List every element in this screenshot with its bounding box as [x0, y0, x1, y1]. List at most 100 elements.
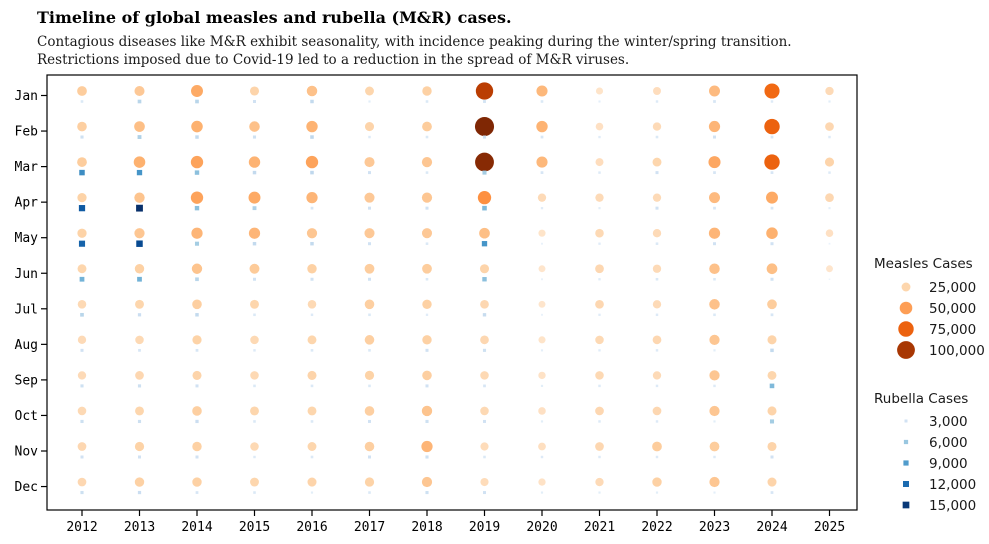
measles-marker-2015-Sep: [250, 371, 259, 380]
legend-measles-marker-100,000: [897, 341, 915, 359]
y-tick-label-Apr: Apr: [15, 196, 39, 211]
measles-marker-2020-Jul: [538, 300, 546, 308]
measles-marker-2023-May: [708, 227, 721, 239]
rubella-marker-2018-Jun: [425, 277, 429, 281]
measles-marker-2012-Jun: [77, 264, 87, 274]
measles-marker-2018-May: [421, 228, 433, 239]
rubella-marker-2024-Nov: [770, 455, 774, 459]
rubella-marker-2018-Nov: [425, 455, 429, 459]
rubella-marker-2022-Nov: [655, 455, 659, 459]
measles-marker-2013-May: [134, 228, 145, 239]
measles-marker-2013-Sep: [135, 371, 144, 380]
rubella-marker-2019-Aug: [482, 348, 487, 352]
measles-marker-2016-May: [306, 228, 318, 239]
legend-measles-label-100,000: 100,000: [929, 343, 985, 359]
measles-marker-2023-Sep: [709, 370, 720, 381]
measles-marker-2013-Jul: [135, 299, 144, 309]
rubella-marker-2014-Oct: [195, 419, 199, 424]
measles-marker-2018-Dec: [421, 476, 433, 488]
rubella-marker-2014-Jun: [195, 277, 199, 282]
rubella-marker-2020-Jul: [541, 313, 543, 316]
rubella-marker-2022-Jan: [655, 100, 659, 103]
measles-marker-2013-Jan: [134, 85, 145, 97]
rubella-marker-2018-Jan: [425, 100, 429, 103]
x-tick-label-2023: 2023: [699, 520, 730, 535]
measles-marker-2019-Jan: [475, 82, 494, 100]
measles-marker-2016-Dec: [307, 477, 317, 487]
legend-rubella-marker-15,000: [902, 501, 910, 509]
rubella-marker-2015-Jan: [253, 100, 256, 103]
rubella-marker-2023-Jun: [713, 277, 716, 281]
measles-marker-2020-Nov: [538, 442, 546, 451]
rubella-marker-2016-Nov: [310, 455, 314, 459]
chart-subtitle-line2: Restrictions imposed due to Covid-19 led…: [37, 52, 630, 68]
measles-marker-2014-Nov: [192, 441, 202, 452]
measles-marker-2022-Jun: [652, 264, 662, 273]
rubella-marker-2017-Feb: [368, 135, 371, 139]
x-tick-label-2015: 2015: [239, 520, 270, 535]
measles-marker-2014-Oct: [192, 406, 202, 416]
measles-marker-2021-Jan: [595, 87, 604, 95]
rubella-marker-2023-Mar: [713, 171, 716, 174]
rubella-marker-2015-Nov: [253, 455, 256, 459]
rubella-marker-2022-Feb: [655, 135, 659, 139]
measles-marker-2018-Mar: [421, 156, 433, 168]
rubella-marker-2013-Aug: [138, 348, 141, 352]
measles-marker-2022-Jan: [653, 87, 661, 95]
rubella-marker-2015-Jun: [253, 277, 256, 281]
measles-marker-2023-Feb: [708, 120, 721, 133]
rubella-marker-2015-Mar: [252, 170, 257, 175]
measles-marker-2019-Dec: [480, 477, 489, 487]
rubella-marker-2021-Sep: [598, 384, 601, 388]
rubella-marker-2014-Dec: [195, 491, 199, 494]
rubella-marker-2016-Feb: [310, 135, 314, 139]
rubella-marker-2015-Aug: [253, 349, 256, 352]
measles-marker-2018-Jun: [422, 263, 432, 274]
rubella-marker-2022-Apr: [655, 206, 659, 210]
measles-marker-2015-Mar: [248, 156, 261, 168]
x-tick-label-2018: 2018: [411, 520, 442, 535]
rubella-marker-2024-Jul: [770, 313, 774, 317]
legend-rubella-label-15,000: 15,000: [929, 498, 976, 514]
rubella-marker-2015-Jul: [253, 313, 256, 317]
rubella-marker-2024-Sep: [769, 383, 775, 389]
measles-marker-2020-Sep: [538, 371, 546, 380]
rubella-marker-2023-Jan: [713, 100, 716, 103]
rubella-marker-2019-Apr: [482, 205, 487, 211]
measles-marker-2021-Nov: [595, 442, 604, 451]
rubella-marker-2024-Apr: [770, 206, 774, 210]
rubella-marker-2017-Apr: [368, 206, 371, 210]
measles-marker-2013-Feb: [134, 121, 145, 132]
y-tick-label-Aug: Aug: [15, 338, 38, 353]
rubella-marker-2018-Apr: [425, 206, 429, 210]
rubella-marker-2020-Jun: [541, 278, 543, 281]
measles-marker-2015-Oct: [250, 406, 259, 416]
measles-marker-2020-Feb: [536, 120, 548, 133]
rubella-marker-2017-Jul: [368, 313, 371, 317]
rubella-marker-2013-Nov: [138, 455, 141, 459]
measles-marker-2024-Apr: [766, 191, 778, 204]
measles-marker-2019-Jun: [479, 264, 490, 274]
measles-marker-2017-Dec: [364, 477, 375, 487]
measles-marker-2024-Jul: [767, 299, 777, 310]
measles-marker-2016-Sep: [307, 370, 317, 380]
measles-marker-2023-Nov: [709, 441, 720, 452]
measles-marker-2012-May: [77, 228, 87, 238]
measles-marker-2014-Apr: [190, 191, 204, 204]
rubella-marker-2012-May: [78, 240, 86, 247]
measles-marker-2022-Aug: [652, 335, 662, 345]
rubella-marker-2024-Feb: [770, 135, 774, 139]
measles-marker-2024-Jun: [766, 263, 778, 275]
rubella-marker-2014-May: [194, 241, 200, 246]
rubella-marker-2017-Jan: [368, 100, 371, 103]
measles-marker-2014-Feb: [191, 120, 203, 133]
rubella-marker-2012-Apr: [78, 205, 86, 212]
measles-marker-2020-Aug: [538, 336, 546, 344]
measles-marker-2024-Feb: [764, 118, 780, 135]
rubella-marker-2017-Sep: [368, 384, 371, 388]
measles-marker-2012-Jul: [77, 300, 87, 309]
measles-marker-2013-Apr: [134, 192, 145, 203]
measles-marker-2021-May: [595, 228, 604, 238]
plot-border: [46, 74, 858, 511]
